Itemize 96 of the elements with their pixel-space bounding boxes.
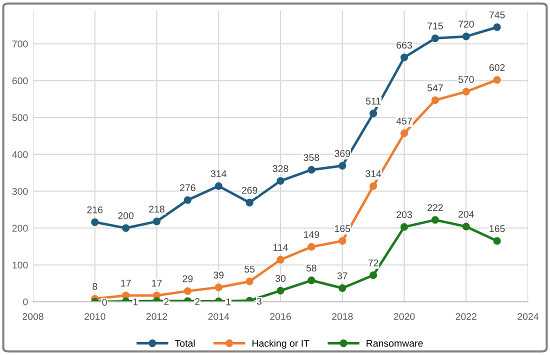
- point: [214, 182, 222, 190]
- data-label: 216: [87, 206, 103, 214]
- x-tick-label: 2020: [394, 313, 415, 320]
- y-tick-label: 400: [12, 151, 28, 158]
- point: [308, 276, 316, 284]
- point: [493, 23, 501, 32]
- point: [369, 271, 378, 280]
- point: [369, 182, 378, 190]
- x-tick-label: 2012: [146, 313, 168, 320]
- point: [122, 224, 130, 232]
- point: [369, 110, 378, 118]
- data-label: 0: [102, 298, 107, 306]
- x-tick-label: 2018: [332, 313, 353, 320]
- data-label: 2: [195, 298, 200, 305]
- point: [462, 32, 470, 40]
- point: [431, 96, 440, 104]
- data-label: 55: [244, 266, 255, 273]
- point: [462, 88, 470, 96]
- point: [493, 76, 501, 84]
- legend-label: Hacking or IT: [252, 340, 310, 349]
- data-label: 37: [337, 272, 348, 280]
- data-label: 58: [306, 264, 316, 272]
- point: [338, 162, 346, 170]
- x-tick-label: 2024: [518, 313, 539, 320]
- point: [152, 218, 161, 226]
- data-label: 720: [458, 20, 474, 28]
- data-label: 314: [210, 170, 226, 178]
- data-label: 204: [458, 210, 474, 218]
- data-label: 29: [182, 275, 193, 282]
- data-label: 149: [304, 231, 320, 238]
- point: [246, 198, 254, 206]
- data-label: 165: [335, 225, 350, 232]
- point: [400, 130, 408, 138]
- x-tick-label: 2022: [456, 313, 476, 320]
- point: [338, 237, 346, 245]
- data-label: 2: [164, 298, 169, 305]
- data-label: 358: [304, 154, 320, 161]
- data-label: 570: [458, 76, 474, 83]
- x-tick-label: 2010: [84, 313, 106, 320]
- point: [308, 166, 316, 174]
- data-label: 218: [149, 206, 164, 213]
- data-label: 30: [275, 274, 286, 282]
- point: [276, 286, 284, 295]
- point: [184, 287, 192, 295]
- x-tick-label: 2008: [22, 313, 44, 320]
- data-label: 663: [396, 42, 412, 49]
- data-label: 602: [489, 64, 505, 72]
- legend-label: Ransomware: [366, 340, 423, 347]
- y-tick-label: 500: [12, 114, 28, 122]
- data-label: 222: [428, 204, 443, 211]
- point: [431, 216, 440, 224]
- data-label: 269: [242, 186, 258, 194]
- data-label: 1: [134, 298, 138, 306]
- point: [91, 218, 99, 226]
- x-tick-label: 2016: [270, 313, 291, 320]
- data-label: 511: [366, 98, 381, 105]
- data-label: 72: [368, 259, 378, 266]
- data-label: 203: [396, 211, 412, 218]
- point: [214, 284, 222, 292]
- point: [122, 292, 130, 300]
- point: [400, 223, 408, 231]
- data-label: 715: [428, 22, 443, 30]
- y-tick-label: 200: [12, 224, 28, 232]
- y-tick-label: 700: [12, 40, 28, 48]
- y-tick-label: 0: [23, 298, 28, 306]
- data-label: 17: [152, 280, 162, 287]
- legend-label: Total: [174, 340, 195, 347]
- point: [431, 34, 440, 42]
- data-label: 276: [180, 184, 196, 192]
- y-tick-label: 600: [12, 77, 28, 84]
- data-label: 39: [214, 272, 224, 279]
- point: [184, 196, 192, 204]
- data-label: 457: [396, 118, 412, 124]
- data-label: 1: [226, 298, 230, 306]
- point: [493, 237, 501, 245]
- data-label: 114: [273, 244, 288, 251]
- y-tick-label: 300: [12, 188, 28, 195]
- data-label: 200: [118, 212, 134, 220]
- data-label: 165: [490, 225, 505, 232]
- point: [276, 256, 284, 264]
- data-label: 328: [272, 165, 288, 172]
- point: [246, 278, 254, 286]
- data-label: 8: [92, 283, 98, 290]
- data-label: 17: [121, 280, 131, 287]
- point: [462, 222, 470, 230]
- data-label: 547: [427, 84, 443, 92]
- data-label: 745: [489, 12, 505, 18]
- point: [276, 177, 284, 185]
- data-label: 369: [334, 150, 350, 157]
- point: [400, 54, 408, 62]
- data-label: 314: [366, 170, 382, 178]
- y-tick-label: 100: [12, 262, 28, 269]
- data-label: 3: [256, 298, 262, 305]
- point: [338, 284, 346, 292]
- point: [308, 243, 316, 251]
- x-tick-label: 2014: [208, 313, 230, 320]
